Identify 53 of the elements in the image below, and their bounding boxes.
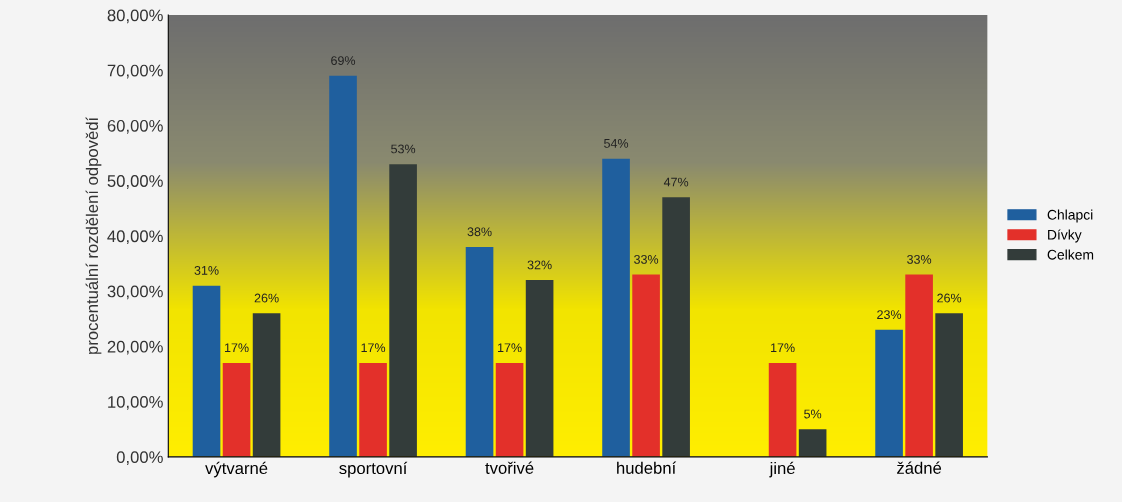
bar <box>192 285 221 457</box>
bar <box>935 313 963 457</box>
data-label: 17% <box>771 343 795 353</box>
data-label: 33% <box>907 254 932 264</box>
y-tick-label: 30,00% <box>107 285 163 300</box>
y-tick-label: 10,00% <box>108 396 163 410</box>
data-label: 23% <box>877 310 902 320</box>
bar <box>768 362 797 457</box>
y-tick-label: 60,00% <box>107 119 163 134</box>
data-label: 5% <box>804 409 822 419</box>
bar <box>602 158 630 457</box>
x-tick-label: tvořivé <box>485 461 534 474</box>
y-tick-label: 20,00% <box>107 340 163 355</box>
bar <box>495 362 524 457</box>
data-label: 31% <box>194 265 219 275</box>
x-tick-label: výtvarné <box>205 461 268 478</box>
bar <box>525 280 554 457</box>
bar <box>662 197 690 457</box>
data-label: 38% <box>467 227 492 237</box>
y-tick-label: 0,00% <box>116 451 163 465</box>
data-label: 17% <box>361 343 386 353</box>
x-tick-label: jiné <box>769 461 795 478</box>
x-tick-label: žádné <box>897 461 942 474</box>
bar <box>798 429 827 457</box>
bar <box>359 362 387 457</box>
data-label: 26% <box>254 293 279 303</box>
data-label: 17% <box>498 343 522 353</box>
legend-label: Dívky <box>1048 229 1082 243</box>
data-label: 33% <box>634 254 659 264</box>
data-label: 17% <box>225 343 249 353</box>
bar <box>632 274 660 457</box>
x-tick-label: hudební <box>617 461 677 474</box>
bar <box>875 329 903 457</box>
bar <box>329 75 357 457</box>
data-label: 54% <box>604 139 629 148</box>
y-tick-label: 70,00% <box>107 64 163 79</box>
data-label: 32% <box>527 260 552 270</box>
bar <box>389 164 417 457</box>
bar <box>252 313 281 457</box>
data-label: 69% <box>331 56 356 65</box>
legend-label: Chlapci <box>1047 209 1093 223</box>
y-tick-label: 50,00% <box>107 175 163 189</box>
bar <box>222 362 251 457</box>
bar <box>465 246 494 457</box>
y-tick-label: 80,00% <box>107 9 163 24</box>
data-label: 47% <box>663 177 689 187</box>
y-axis-title: procentuální rozdělení odpovědí <box>85 116 102 354</box>
x-tick-label: sportovní <box>339 461 408 478</box>
bar <box>905 274 933 457</box>
legend-label: Celkem <box>1047 249 1094 260</box>
data-label: 53% <box>391 144 416 154</box>
data-label: 26% <box>937 293 962 303</box>
y-tick-label: 40,00% <box>107 230 163 245</box>
